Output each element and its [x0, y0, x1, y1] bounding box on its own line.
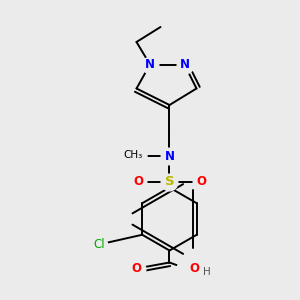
- Text: S: S: [165, 175, 174, 188]
- Text: Cl: Cl: [93, 238, 105, 251]
- Text: O: O: [133, 175, 143, 188]
- Text: O: O: [131, 262, 142, 275]
- Text: O: O: [189, 262, 199, 275]
- Text: O: O: [196, 175, 206, 188]
- Text: N: N: [145, 58, 155, 71]
- Text: H: H: [202, 267, 210, 277]
- Text: CH₃: CH₃: [124, 149, 143, 160]
- Text: N: N: [179, 58, 190, 71]
- Text: N: N: [164, 149, 175, 163]
